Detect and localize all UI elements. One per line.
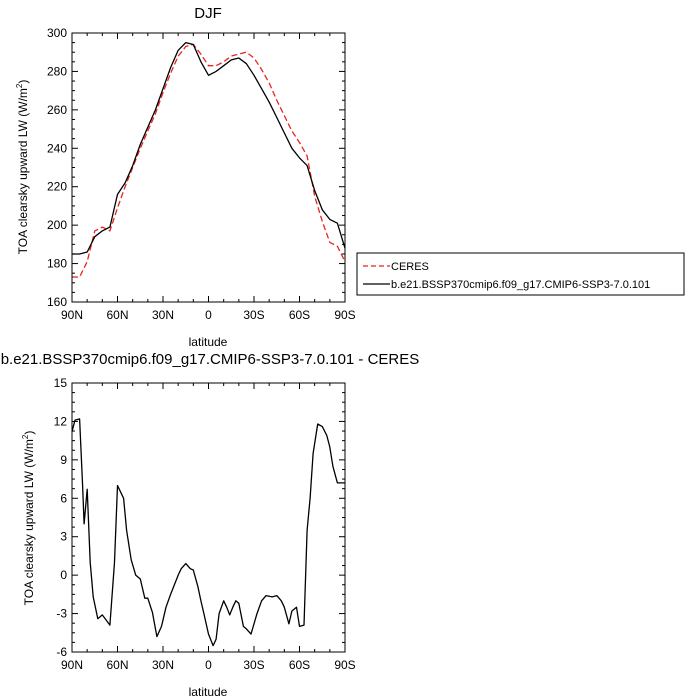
x-tick-label: 30N [152,308,174,322]
y-tick-label: -3 [56,607,67,621]
x-tick-label: 60S [289,308,310,322]
y-tick-label: 3 [60,530,67,544]
difference-line [71,418,345,647]
y-tick-label: 200 [47,218,67,232]
top-panel: DJF 160 180 200 220 240 260 280 300 90N 60N 30N 0 3… [15,5,356,349]
y-tick-label: 0 [60,568,67,582]
x-tick-label: 30S [243,308,264,322]
series-line-1 [72,41,346,255]
x-tick-label: 60N [106,658,128,672]
x-tick-label: 60S [289,658,310,672]
legend-label-ceres: CERES [391,261,429,273]
y-tick-label: 300 [47,26,67,40]
y-tick-label: 15 [54,376,68,390]
y-tick-label: -6 [56,645,67,659]
series-line-0 [72,43,346,278]
bottom-chart-title: b.e21.BSSP370cmip6.f09_g17.CMIP6-SSP3-7.… [1,351,420,368]
x-tick-label: 30N [152,658,174,672]
x-tick-label: 90S [334,658,355,672]
x-tick-label: 30S [243,658,264,672]
top-chart-title: DJF [194,5,222,22]
y-tick-label: 260 [47,103,67,117]
legend-label-model: b.e21.BSSP370cmip6.f09_g17.CMIP6-SSP3-7.… [391,279,650,291]
y-tick-label: 180 [47,257,67,271]
x-tick-label: 0 [205,308,212,322]
y-tick-label: 220 [47,180,67,194]
bottom-panel: b.e21.BSSP370cmip6.f09_g17.CMIP6-SSP3-7.… [1,351,420,699]
legend-box [356,252,685,296]
x-tick-label: 0 [205,658,212,672]
x-tick-label: 90N [61,308,83,322]
x-tick-label: 90S [334,308,355,322]
top-plot-frame [71,32,346,303]
x-tick-label: 60N [106,308,128,322]
y-tick-label: 280 [47,64,67,78]
bottom-x-axis-label: latitude [189,685,228,699]
legend: CERES b.e21.BSSP370cmip6.f09_g17.CMIP6-S… [356,252,685,296]
y-tick-label: 9 [60,453,67,467]
bottom-y-axis-label: TOA clearsky upward LW (W/m2) [21,431,36,606]
top-y-axis-label: TOA clearsky upward LW (W/m2) [15,80,30,255]
y-tick-label: 6 [60,491,67,505]
x-tick-label: 90N [61,658,83,672]
y-tick-label: 240 [47,141,67,155]
y-tick-label: 12 [54,414,68,428]
top-x-axis-label: latitude [189,335,228,349]
y-tick-label: 160 [47,295,67,309]
